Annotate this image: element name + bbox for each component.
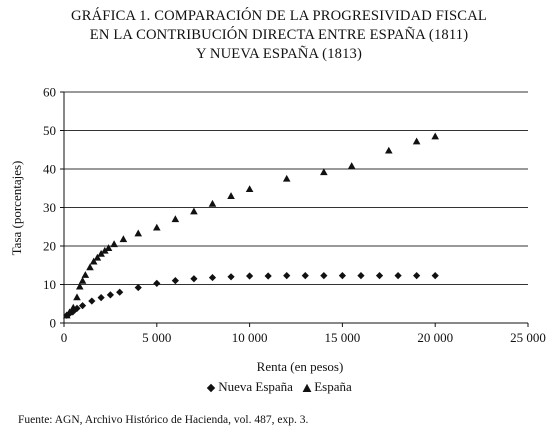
y-tick-label: 20 bbox=[43, 239, 56, 254]
tick-labels: 0 10 20 30 40 50 60 0 5 000 10 000 15 000 20 000 25 … bbox=[43, 85, 546, 346]
x-tick-label: 10 000 bbox=[232, 330, 268, 345]
x-tick-label: 0 bbox=[61, 330, 68, 345]
chart-title-line-1: GRÁFICA 1. COMPARACIÓN DE LA PROGRESIVID… bbox=[71, 8, 487, 24]
data-point-nueva-espana bbox=[88, 297, 96, 305]
x-tick-label: 5 000 bbox=[142, 330, 171, 345]
data-point-nueva-espana bbox=[134, 283, 142, 292]
x-tick-label: 20 000 bbox=[417, 330, 453, 345]
data-point-nueva-espana bbox=[190, 275, 198, 283]
legend-label-nueva-espana: Nueva España bbox=[218, 379, 293, 394]
axes bbox=[60, 91, 529, 327]
data-point-nueva-espana bbox=[246, 272, 254, 280]
data-point-espana bbox=[245, 185, 254, 193]
data-point-nueva-espana bbox=[375, 272, 384, 280]
data-point-nueva-espana bbox=[106, 291, 114, 299]
data-point-nueva-espana bbox=[78, 302, 87, 310]
data-point-espana bbox=[86, 263, 94, 271]
data-point-espana bbox=[93, 253, 102, 261]
chart-title-line-2: EN LA CONTRIBUCIÓN DIRECTA ENTRE ESPAÑA … bbox=[89, 27, 469, 43]
y-tick-label: 30 bbox=[43, 200, 56, 215]
diamond-marker-icon bbox=[207, 383, 216, 393]
y-tick-label: 60 bbox=[43, 85, 56, 100]
data-point-espana bbox=[320, 168, 328, 176]
data-point-nueva-espana bbox=[357, 272, 365, 280]
data-point-espana bbox=[65, 308, 74, 316]
x-tick-label: 25 000 bbox=[510, 330, 546, 345]
data-point-espana bbox=[73, 293, 81, 301]
data-point-espana bbox=[134, 229, 143, 237]
y-axis-title: Tasa (porcentajes) bbox=[9, 161, 24, 256]
data-point-nueva-espana bbox=[338, 272, 346, 280]
data-point-espana bbox=[69, 303, 78, 311]
data-point-nueva-espana bbox=[227, 273, 235, 281]
data-point-espana bbox=[153, 223, 161, 231]
data-point-espana bbox=[101, 246, 109, 254]
data-point-espana bbox=[208, 199, 217, 207]
chart-legend: Nueva España España bbox=[0, 379, 558, 395]
legend-item-espana: España bbox=[302, 379, 352, 395]
data-point-nueva-espana bbox=[301, 272, 309, 280]
data-point-espana bbox=[190, 207, 198, 215]
data-point-espana bbox=[78, 276, 87, 284]
data-point-espana bbox=[104, 244, 113, 251]
data-point-nueva-espana bbox=[264, 272, 272, 280]
data-point-nueva-espana bbox=[283, 272, 291, 280]
legend-label-espana: España bbox=[314, 379, 352, 394]
y-tick-label: 0 bbox=[50, 316, 57, 331]
data-point-nueva-espana bbox=[116, 288, 124, 296]
data-point-espana bbox=[385, 146, 393, 154]
data-point-nueva-espana bbox=[69, 307, 77, 316]
data-point-espana bbox=[347, 162, 356, 169]
data-point-espana bbox=[97, 249, 105, 257]
data-point-nueva-espana bbox=[413, 272, 421, 280]
data-markers bbox=[62, 132, 439, 319]
data-point-espana bbox=[119, 235, 128, 243]
data-point-espana bbox=[412, 137, 421, 145]
data-point-nueva-espana bbox=[153, 279, 161, 287]
data-point-nueva-espana bbox=[208, 273, 217, 282]
y-tick-label: 10 bbox=[43, 277, 56, 292]
data-point-espana bbox=[75, 282, 84, 290]
data-point-nueva-espana bbox=[394, 272, 402, 280]
source-note: Fuente: AGN, Archivo Histórico de Hacien… bbox=[18, 414, 309, 426]
data-point-nueva-espana bbox=[97, 293, 105, 302]
y-tick-label: 50 bbox=[43, 123, 56, 138]
data-point-espana bbox=[227, 192, 235, 199]
data-point-nueva-espana bbox=[431, 272, 439, 280]
chart-title-line-3: Y NUEVA ESPAÑA (1813) bbox=[195, 46, 362, 62]
data-point-espana bbox=[89, 257, 98, 265]
y-tick-label: 40 bbox=[43, 162, 56, 177]
data-point-espana bbox=[171, 215, 180, 223]
data-point-espana bbox=[110, 240, 118, 248]
data-point-espana bbox=[81, 271, 90, 278]
data-point-nueva-espana bbox=[320, 272, 328, 280]
gridlines bbox=[64, 91, 528, 285]
data-point-nueva-espana bbox=[171, 277, 179, 285]
triangle-marker-icon bbox=[302, 383, 312, 393]
x-axis-title: Renta (en pesos) bbox=[257, 359, 344, 374]
legend-item-nueva-espana: Nueva España bbox=[206, 379, 293, 395]
x-tick-label: 15 000 bbox=[325, 330, 361, 345]
data-point-espana bbox=[431, 132, 439, 140]
data-point-espana bbox=[282, 174, 291, 182]
